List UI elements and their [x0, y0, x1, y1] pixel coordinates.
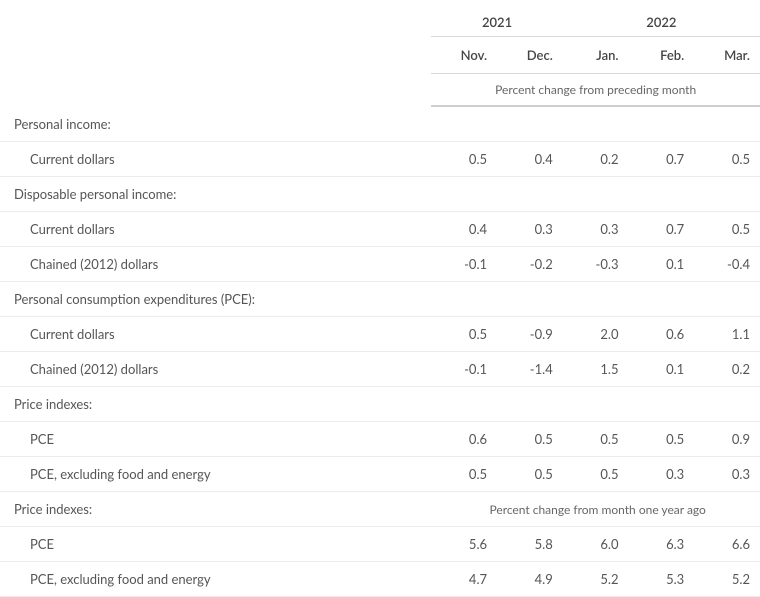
cell-value: 0.5: [563, 457, 629, 492]
cell-value: 0.5: [431, 142, 497, 177]
cell-value: -0.3: [563, 247, 629, 282]
blank-subhead: [0, 74, 431, 107]
cell-value: 0.2: [694, 352, 760, 387]
cell-value: 0.5: [563, 422, 629, 457]
cell-value: 5.2: [563, 562, 629, 597]
cell-value: 5.8: [497, 527, 563, 562]
cell-value: 6.0: [563, 527, 629, 562]
cell-value: 1.1: [694, 317, 760, 352]
row-label: PCE, excluding food and energy: [0, 457, 431, 492]
cell-value: 4.9: [497, 562, 563, 597]
cell-value: 0.5: [694, 212, 760, 247]
month-dec: Dec.: [497, 37, 563, 74]
section-title: Price indexes:: [0, 387, 760, 422]
cell-value: 5.6: [431, 527, 497, 562]
table-row: Current dollars0.40.30.30.70.5: [0, 212, 760, 247]
row-label: Chained (2012) dollars: [0, 352, 431, 387]
row-label: Current dollars: [0, 142, 431, 177]
cell-value: 0.6: [629, 317, 695, 352]
month-jan: Jan.: [563, 37, 629, 74]
month-nov: Nov.: [431, 37, 497, 74]
cell-value: -0.2: [497, 247, 563, 282]
cell-value: -0.1: [431, 247, 497, 282]
blank-header-2: [0, 37, 431, 74]
year-2021: 2021: [431, 0, 562, 37]
cell-value: 0.5: [694, 142, 760, 177]
cell-value: -0.1: [431, 352, 497, 387]
cell-value: 0.4: [497, 142, 563, 177]
cell-value: 6.6: [694, 527, 760, 562]
subhead-row-1: Percent change from preceding month: [0, 74, 760, 107]
month-mar: Mar.: [694, 37, 760, 74]
section-row: Disposable personal income:: [0, 177, 760, 212]
table-body-1: Personal income:Current dollars0.50.40.2…: [0, 106, 760, 492]
cell-value: 0.3: [497, 212, 563, 247]
economic-data-table: 2021 2022 Nov. Dec. Jan. Feb. Mar. Perce…: [0, 0, 760, 597]
cell-value: -0.9: [497, 317, 563, 352]
cell-value: 0.7: [629, 212, 695, 247]
blank-header: [0, 0, 431, 37]
section-title-price-2: Price indexes:: [0, 492, 431, 527]
section-title: Personal income:: [0, 106, 760, 142]
cell-value: 1.5: [563, 352, 629, 387]
table-row: Chained (2012) dollars-0.1-0.2-0.30.1-0.…: [0, 247, 760, 282]
row-label: Current dollars: [0, 212, 431, 247]
cell-value: 0.3: [563, 212, 629, 247]
cell-value: 0.1: [629, 352, 695, 387]
cell-value: -1.4: [497, 352, 563, 387]
table-row: Chained (2012) dollars-0.1-1.41.50.10.2: [0, 352, 760, 387]
cell-value: 0.5: [431, 457, 497, 492]
subhead-1: Percent change from preceding month: [431, 74, 760, 107]
month-row: Nov. Dec. Jan. Feb. Mar.: [0, 37, 760, 74]
row-label: PCE: [0, 527, 431, 562]
cell-value: 6.3: [629, 527, 695, 562]
table-body-2: PCE5.65.86.06.36.6PCE, excluding food an…: [0, 527, 760, 597]
table-row: PCE, excluding food and energy0.50.50.50…: [0, 457, 760, 492]
cell-value: 0.5: [629, 422, 695, 457]
cell-value: 4.7: [431, 562, 497, 597]
cell-value: 0.9: [694, 422, 760, 457]
cell-value: 5.2: [694, 562, 760, 597]
cell-value: 5.3: [629, 562, 695, 597]
row-label: Chained (2012) dollars: [0, 247, 431, 282]
section-row: Personal consumption expenditures (PCE):: [0, 282, 760, 317]
cell-value: 0.5: [431, 317, 497, 352]
table-row: Current dollars0.50.40.20.70.5: [0, 142, 760, 177]
section-price-indexes-2: Price indexes: Percent change from month…: [0, 492, 760, 527]
subhead-2: Percent change from month one year ago: [431, 492, 760, 527]
cell-value: 0.4: [431, 212, 497, 247]
table-row: PCE5.65.86.06.36.6: [0, 527, 760, 562]
year-2022: 2022: [563, 0, 760, 37]
cell-value: -0.4: [694, 247, 760, 282]
section-row: Personal income:: [0, 106, 760, 142]
cell-value: 0.6: [431, 422, 497, 457]
second-block-head: Price indexes: Percent change from month…: [0, 492, 760, 527]
cell-value: 0.3: [629, 457, 695, 492]
section-row: Price indexes:: [0, 387, 760, 422]
table-row: PCE0.60.50.50.50.9: [0, 422, 760, 457]
cell-value: 0.5: [497, 422, 563, 457]
cell-value: 2.0: [563, 317, 629, 352]
cell-value: 0.5: [497, 457, 563, 492]
section-title: Personal consumption expenditures (PCE):: [0, 282, 760, 317]
cell-value: 0.7: [629, 142, 695, 177]
section-title: Disposable personal income:: [0, 177, 760, 212]
cell-value: 0.2: [563, 142, 629, 177]
table-row: PCE, excluding food and energy4.74.95.25…: [0, 562, 760, 597]
row-label: Current dollars: [0, 317, 431, 352]
year-row: 2021 2022: [0, 0, 760, 37]
table-row: Current dollars0.5-0.92.00.61.1: [0, 317, 760, 352]
row-label: PCE, excluding food and energy: [0, 562, 431, 597]
row-label: PCE: [0, 422, 431, 457]
cell-value: 0.3: [694, 457, 760, 492]
month-feb: Feb.: [629, 37, 695, 74]
cell-value: 0.1: [629, 247, 695, 282]
